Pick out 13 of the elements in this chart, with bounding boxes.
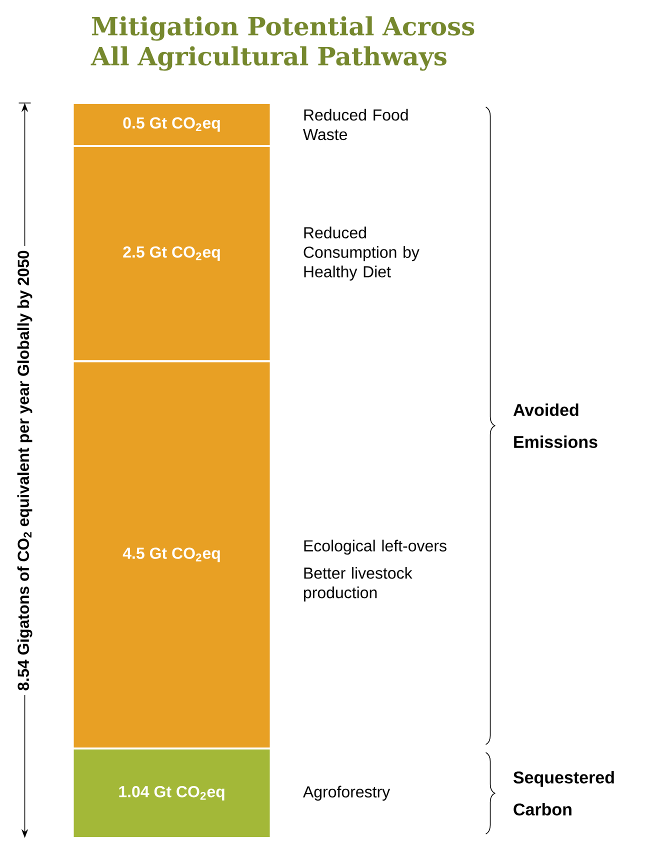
text: Avoided Emissions [514, 404, 598, 448]
chart-title: Mitigation Potential Across All Agricultural Pathways [90, 16, 474, 71]
data-label: 0.5 Gt CO$_{2}$eq [123, 117, 220, 132]
data-label: 2.5 Gt CO$_{2}$eq [123, 246, 220, 261]
data-label: 1.04 Gt CO$_{2}$eq [119, 786, 224, 800]
text: Sequestered Carbon [514, 771, 614, 816]
text: Reduced Food Waste [303, 108, 408, 140]
text: Ecological left-overs [304, 540, 447, 555]
data-label: 4.5 Gt CO$_{2}$eq [122, 548, 220, 562]
text: Better livestock production [304, 567, 412, 602]
text: Agroforestry [303, 786, 390, 801]
y-axis-title: 8.54 Gigatons of CO$_{2}$ equivalent per year Globally by 2050 [17, 250, 32, 690]
text: Reduced Consumption by Healthy Diet [304, 226, 420, 281]
